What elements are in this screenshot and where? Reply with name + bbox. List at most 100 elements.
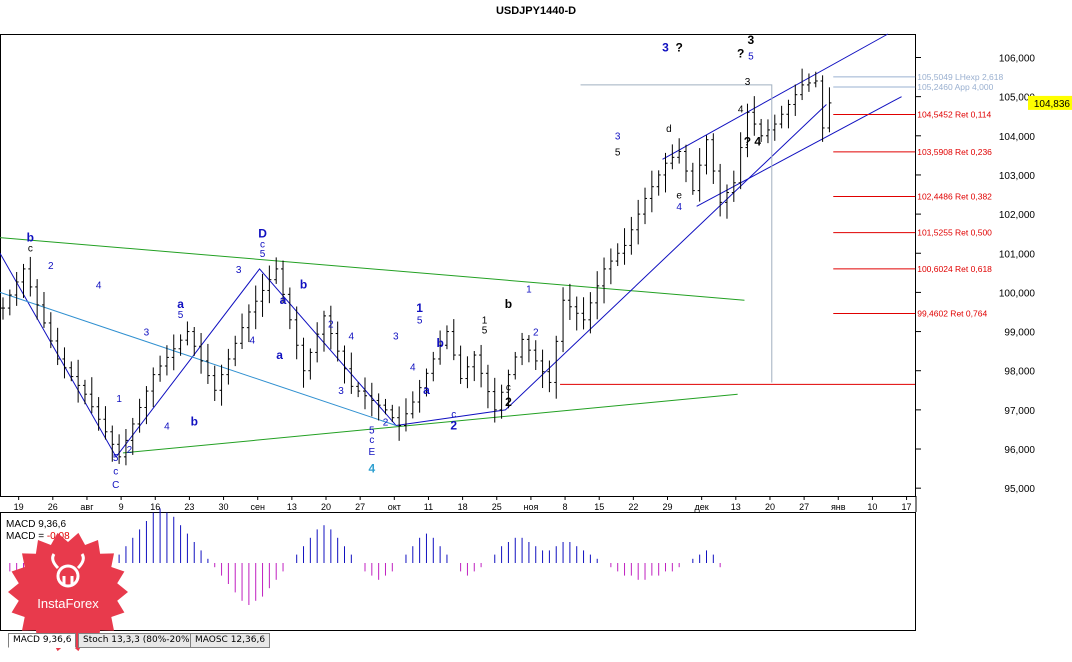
tab-maosc[interactable]: MAOSC 12,36,6 bbox=[190, 633, 271, 648]
wave-label: e bbox=[676, 190, 682, 201]
wave-label: 4 bbox=[754, 135, 761, 149]
wave-label: 1 bbox=[526, 284, 532, 295]
x-tick-label: 9 bbox=[119, 502, 124, 512]
x-tick-label: 15 bbox=[594, 502, 604, 512]
y-tick-label: 101,000 bbox=[999, 249, 1036, 260]
wave-label: c bbox=[506, 382, 511, 393]
x-tick-label: 13 bbox=[731, 502, 741, 512]
wave-label: a bbox=[423, 383, 430, 397]
x-tick-label: 20 bbox=[321, 502, 331, 512]
x-tick-label: 23 bbox=[184, 502, 194, 512]
wave-label: 2 bbox=[328, 320, 334, 331]
wave-label: 4 bbox=[738, 104, 744, 115]
wave-label: 4 bbox=[349, 331, 355, 342]
last-price-label: 104,836 bbox=[1034, 99, 1071, 110]
x-tick-label: 20 bbox=[765, 502, 775, 512]
wave-label: b bbox=[505, 297, 512, 311]
macd-title: MACD 9,36,6 bbox=[6, 519, 66, 530]
wave-label: 2 bbox=[383, 418, 389, 429]
wave-label: 2 bbox=[48, 261, 54, 272]
wave-label: 3 bbox=[662, 41, 669, 55]
x-tick-label: 18 bbox=[458, 502, 468, 512]
fib-level-label: 99,4602 Ret 0,764 bbox=[917, 309, 987, 319]
wave-label: ? bbox=[744, 135, 751, 149]
wave-label: a bbox=[177, 297, 184, 311]
trend-line bbox=[122, 393, 738, 454]
tab-macd[interactable]: MACD 9,36,6 bbox=[8, 633, 77, 648]
wave-label: b bbox=[300, 277, 307, 291]
x-tick-label: 29 bbox=[663, 502, 673, 512]
wave-label: 4 bbox=[250, 335, 256, 346]
wave-label: 1 bbox=[116, 394, 122, 405]
tab-stoch[interactable]: Stoch 13,3,3 (80%-20%) bbox=[78, 633, 199, 648]
x-tick-label: 11 bbox=[424, 502, 433, 512]
trend-lines bbox=[0, 33, 915, 458]
wave-label: 5 bbox=[748, 51, 754, 62]
trend-line bbox=[0, 253, 397, 458]
wave-label: c bbox=[451, 410, 456, 421]
wave-label: 4 bbox=[164, 421, 170, 432]
wave-labels: bc245cC1234a5bDc534aba2345cE423154bac2b1… bbox=[27, 33, 762, 491]
x-tick-label: 30 bbox=[219, 502, 229, 512]
x-tick-label: янв bbox=[831, 502, 846, 512]
wave-label: c bbox=[260, 239, 265, 250]
x-tick-label: 8 bbox=[563, 502, 568, 512]
x-tick-label: 25 bbox=[492, 502, 502, 512]
fib-level-label: 102,4486 Ret 0,382 bbox=[917, 192, 992, 202]
logo-text: InstaForex bbox=[37, 596, 99, 611]
trend-line bbox=[662, 33, 889, 160]
wave-label: E bbox=[368, 447, 375, 458]
wave-label: 5 bbox=[113, 453, 119, 464]
x-tick-label: 26 bbox=[48, 502, 58, 512]
x-tick-label: 10 bbox=[867, 502, 877, 512]
y-tick-label: 98,000 bbox=[1004, 367, 1035, 378]
wave-label: b bbox=[191, 415, 198, 429]
y-tick-label: 95,000 bbox=[1004, 484, 1035, 495]
wave-label: 2 bbox=[505, 395, 512, 409]
wave-label: 1 bbox=[482, 316, 488, 327]
wave-label: b bbox=[436, 336, 443, 350]
x-tick-label: авг bbox=[80, 502, 94, 512]
macd-value-prefix: MACD = bbox=[6, 531, 47, 542]
wave-label: ? bbox=[675, 41, 682, 55]
fib-level-label: 100,6024 Ret 0,618 bbox=[917, 264, 992, 274]
trend-line bbox=[0, 291, 397, 426]
y-tick-label: 99,000 bbox=[1004, 328, 1035, 339]
wave-label: 5 bbox=[482, 326, 488, 337]
fib-level-label: 101,5255 Ret 0,500 bbox=[917, 228, 992, 238]
price-bars bbox=[1, 68, 832, 466]
y-tick-label: 103,000 bbox=[999, 171, 1036, 182]
wave-label: 5 bbox=[178, 310, 184, 321]
trend-line bbox=[0, 237, 745, 301]
wave-label: 5 bbox=[369, 425, 375, 436]
wave-label: 3 bbox=[393, 331, 399, 342]
wave-label: 4 bbox=[410, 363, 416, 374]
wave-label: 4 bbox=[368, 462, 375, 476]
wave-label: 2 bbox=[450, 418, 457, 432]
wave-label: ? bbox=[737, 46, 744, 60]
fib-level-label: 103,5908 Ret 0,236 bbox=[917, 147, 992, 157]
indicator-tab-bar: MACD 9,36,6 Stoch 13,3,3 (80%-20%) MAOSC… bbox=[0, 632, 1072, 648]
wave-label: 4 bbox=[96, 280, 102, 291]
chart-title: USDJPY1440-D bbox=[496, 5, 576, 17]
y-tick-label: 100,000 bbox=[999, 288, 1036, 299]
wave-label: C bbox=[112, 480, 119, 491]
macd-frame bbox=[0, 512, 916, 631]
last-price-badge bbox=[1028, 95, 1072, 110]
trend-line bbox=[396, 104, 827, 427]
y-tick-label: 102,000 bbox=[999, 210, 1036, 221]
x-tick-label: сен bbox=[250, 502, 265, 512]
wave-label: 2 bbox=[533, 327, 539, 338]
wave-label: 3 bbox=[236, 265, 242, 276]
wave-label: a bbox=[280, 293, 287, 307]
x-tick-label: 16 bbox=[150, 502, 160, 512]
y-tick-label: 97,000 bbox=[1004, 406, 1035, 417]
wave-label: D bbox=[258, 227, 267, 241]
axis-layer: 106,000 105,000 104,000 103,000 102,000 101,0… bbox=[0, 34, 1036, 631]
x-tick-label: 13 bbox=[287, 502, 297, 512]
x-tick-label: 27 bbox=[355, 502, 365, 512]
main-frame bbox=[0, 34, 916, 497]
x-tick-label: 22 bbox=[628, 502, 638, 512]
fib-level-label: 105,5049 LHexp 2,618 bbox=[917, 72, 1003, 82]
